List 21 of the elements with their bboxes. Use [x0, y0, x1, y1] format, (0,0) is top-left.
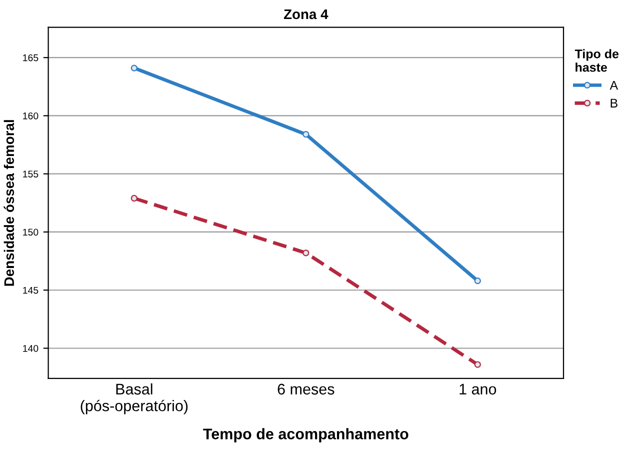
y-axis-title: Densidade óssea femoral	[4, 120, 14, 286]
y-tick-label: 155	[23, 170, 38, 178]
point	[130, 64, 138, 72]
legend-label: A	[610, 80, 618, 90]
y-tick-label: 140	[23, 344, 38, 352]
chart-title: Zona 4	[284, 9, 328, 20]
legend-label: B	[610, 98, 618, 108]
point	[130, 194, 138, 202]
x-axis-title: Tempo de acompanhamento	[203, 428, 408, 442]
point	[474, 361, 481, 368]
x-tick-label: 1 ano	[460, 384, 496, 395]
point	[474, 277, 481, 284]
y-tick-label: 145	[23, 286, 38, 294]
y-tick-label: 160	[23, 112, 38, 120]
y-tick-label: 165	[23, 54, 38, 62]
legend-title: Tipo de haste	[574, 49, 619, 72]
x-tick-label: Basal (pós-operatório)	[80, 383, 188, 414]
y-tick-label: 150	[23, 228, 38, 236]
x-tick-label: 6 meses	[278, 384, 334, 395]
point	[302, 250, 310, 256]
point	[302, 130, 310, 138]
